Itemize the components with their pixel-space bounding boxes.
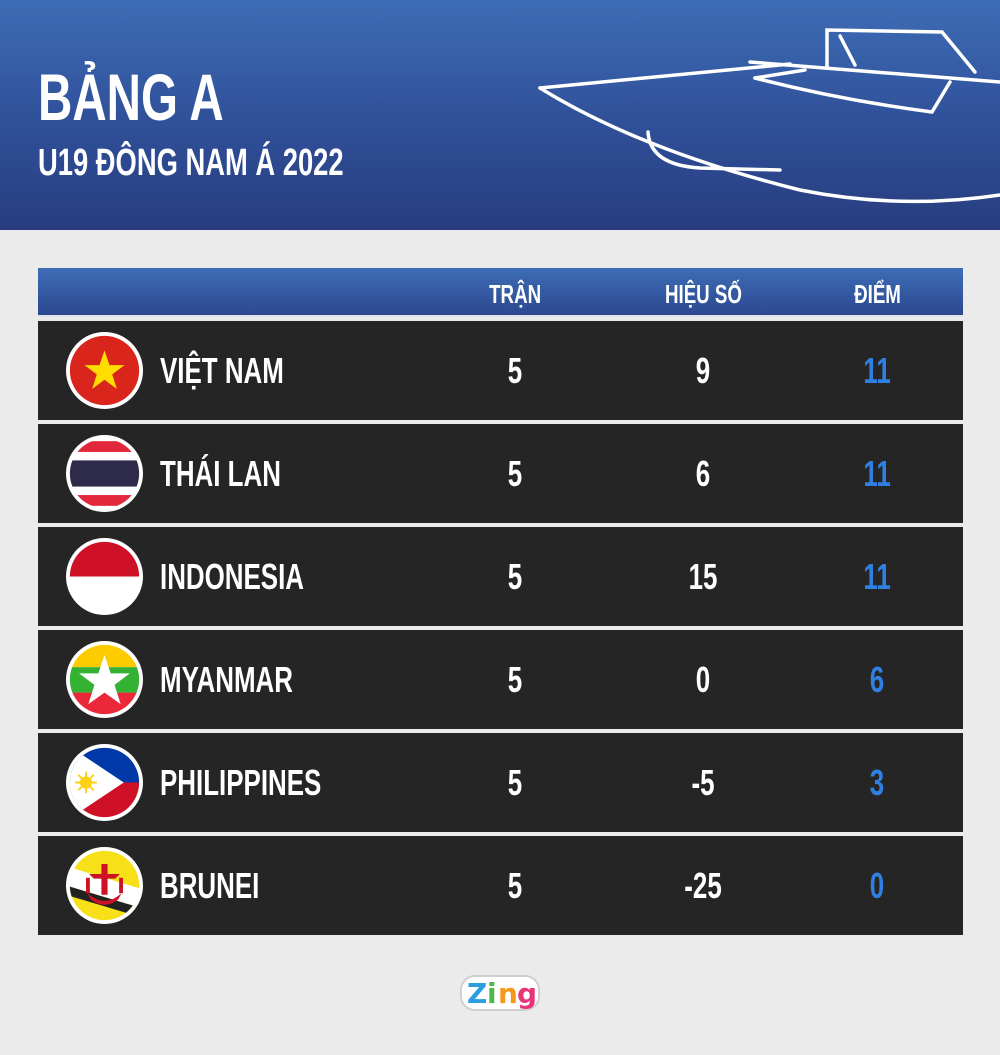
philippines-flag-icon bbox=[66, 744, 143, 821]
points-value: 11 bbox=[863, 453, 891, 494]
played-value: 5 bbox=[507, 762, 523, 803]
table-row: BRUNEI 5 -25 0 bbox=[38, 836, 963, 935]
myanmar-flag-icon bbox=[66, 641, 143, 718]
football-pitch-illustration bbox=[538, 28, 1000, 204]
svg-text:n: n bbox=[498, 977, 518, 1010]
table-row: MYANMAR 5 0 6 bbox=[38, 630, 963, 729]
page-title: BẢNG A bbox=[38, 60, 224, 134]
points-value: 6 bbox=[869, 659, 885, 700]
header-banner: BẢNG A U19 ĐÔNG NAM Á 2022 bbox=[0, 0, 1000, 230]
team-name: PHILIPPINES bbox=[160, 762, 322, 803]
table-header: TRẬN HIỆU SỐ ĐIỂM bbox=[38, 268, 963, 317]
table-row: VIỆT NAM 5 9 11 bbox=[38, 321, 963, 420]
svg-text:g: g bbox=[517, 977, 537, 1010]
column-header-goal-difference: HIỆU SỐ bbox=[664, 279, 742, 309]
standings-table: TRẬN HIỆU SỐ ĐIỂM VIỆT NAM 5 9 11 THÁI L… bbox=[38, 268, 963, 935]
played-value: 5 bbox=[507, 350, 523, 391]
team-name: MYANMAR bbox=[160, 659, 293, 700]
column-header-played: TRẬN bbox=[489, 279, 541, 309]
points-value: 11 bbox=[863, 556, 891, 597]
goal-difference-value: -25 bbox=[684, 865, 722, 906]
played-value: 5 bbox=[507, 453, 523, 494]
goal-difference-value: 6 bbox=[695, 453, 711, 494]
team-name: THÁI LAN bbox=[160, 453, 281, 494]
goal-difference-value: -5 bbox=[691, 762, 715, 803]
column-header-points: ĐIỂM bbox=[853, 279, 901, 309]
played-value: 5 bbox=[507, 556, 523, 597]
team-name: VIỆT NAM bbox=[160, 350, 284, 391]
team-name: BRUNEI bbox=[160, 865, 260, 906]
points-value: 0 bbox=[869, 865, 885, 906]
points-value: 11 bbox=[863, 350, 891, 391]
svg-text:Z: Z bbox=[467, 977, 487, 1010]
goal-difference-value: 0 bbox=[695, 659, 711, 700]
played-value: 5 bbox=[507, 659, 523, 700]
goal-difference-value: 15 bbox=[688, 556, 718, 597]
svg-text:i: i bbox=[487, 977, 497, 1010]
indonesia-flag-icon bbox=[66, 538, 143, 615]
zing-logo: Z i n g bbox=[460, 975, 540, 1011]
vietnam-flag-icon bbox=[66, 332, 143, 409]
points-value: 3 bbox=[869, 762, 885, 803]
goal-difference-value: 9 bbox=[695, 350, 711, 391]
thailand-flag-icon bbox=[66, 435, 143, 512]
table-row: THÁI LAN 5 6 11 bbox=[38, 424, 963, 523]
brunei-flag-icon bbox=[66, 847, 143, 924]
table-row: PHILIPPINES 5 -5 3 bbox=[38, 733, 963, 832]
team-name: INDONESIA bbox=[160, 556, 305, 597]
page-subtitle: U19 ĐÔNG NAM Á 2022 bbox=[38, 142, 344, 184]
played-value: 5 bbox=[507, 865, 523, 906]
table-row: INDONESIA 5 15 11 bbox=[38, 527, 963, 626]
